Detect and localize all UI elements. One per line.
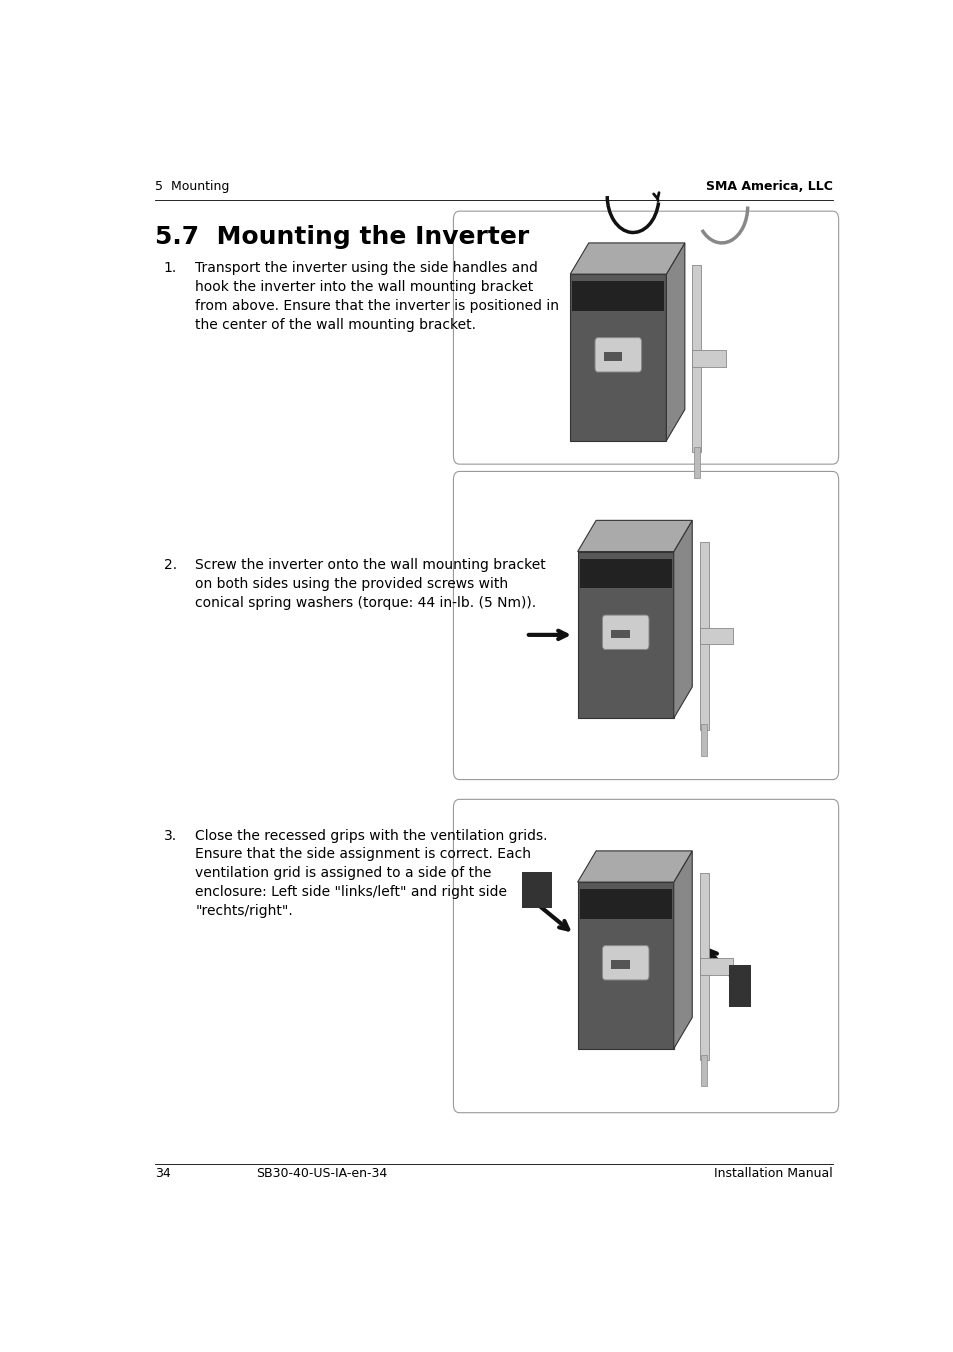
Polygon shape xyxy=(578,521,692,552)
Text: SB30-40-US-IA-en-34: SB30-40-US-IA-en-34 xyxy=(255,1167,387,1180)
Bar xyxy=(699,873,708,1060)
FancyBboxPatch shape xyxy=(453,472,838,780)
FancyBboxPatch shape xyxy=(453,799,838,1113)
Bar xyxy=(693,448,699,479)
Polygon shape xyxy=(673,521,692,718)
FancyBboxPatch shape xyxy=(579,890,671,918)
Bar xyxy=(700,725,706,756)
FancyBboxPatch shape xyxy=(595,338,641,372)
Polygon shape xyxy=(673,850,692,1049)
Text: 3.: 3. xyxy=(164,829,176,842)
Bar xyxy=(692,265,700,452)
Bar xyxy=(521,872,551,909)
Bar xyxy=(699,959,732,975)
Bar xyxy=(611,630,629,638)
Polygon shape xyxy=(578,882,673,1049)
FancyBboxPatch shape xyxy=(601,945,648,980)
FancyBboxPatch shape xyxy=(579,558,671,588)
Polygon shape xyxy=(570,243,684,274)
Bar xyxy=(700,1055,706,1086)
Polygon shape xyxy=(665,243,684,441)
Text: 5  Mounting: 5 Mounting xyxy=(154,180,229,193)
Text: 34: 34 xyxy=(154,1167,171,1180)
FancyBboxPatch shape xyxy=(601,615,648,649)
Bar xyxy=(603,353,621,361)
Bar xyxy=(611,960,629,968)
Text: Installation Manual: Installation Manual xyxy=(713,1167,832,1180)
Bar xyxy=(699,627,732,645)
Bar xyxy=(699,542,708,730)
Polygon shape xyxy=(578,850,692,882)
Polygon shape xyxy=(570,274,665,441)
Bar xyxy=(692,350,724,366)
Text: Screw the inverter onto the wall mounting bracket
on both sides using the provid: Screw the inverter onto the wall mountin… xyxy=(195,558,545,610)
Text: Transport the inverter using the side handles and
hook the inverter into the wal: Transport the inverter using the side ha… xyxy=(195,261,558,333)
Text: Close the recessed grips with the ventilation grids.
Ensure that the side assign: Close the recessed grips with the ventil… xyxy=(195,829,547,918)
Polygon shape xyxy=(578,552,673,718)
Text: 1.: 1. xyxy=(164,261,176,276)
Text: 2.: 2. xyxy=(164,558,176,572)
Text: 5.7  Mounting the Inverter: 5.7 Mounting the Inverter xyxy=(154,224,528,249)
Bar xyxy=(728,965,751,1007)
FancyBboxPatch shape xyxy=(453,211,838,464)
FancyBboxPatch shape xyxy=(572,281,663,311)
Text: SMA America, LLC: SMA America, LLC xyxy=(705,180,832,193)
